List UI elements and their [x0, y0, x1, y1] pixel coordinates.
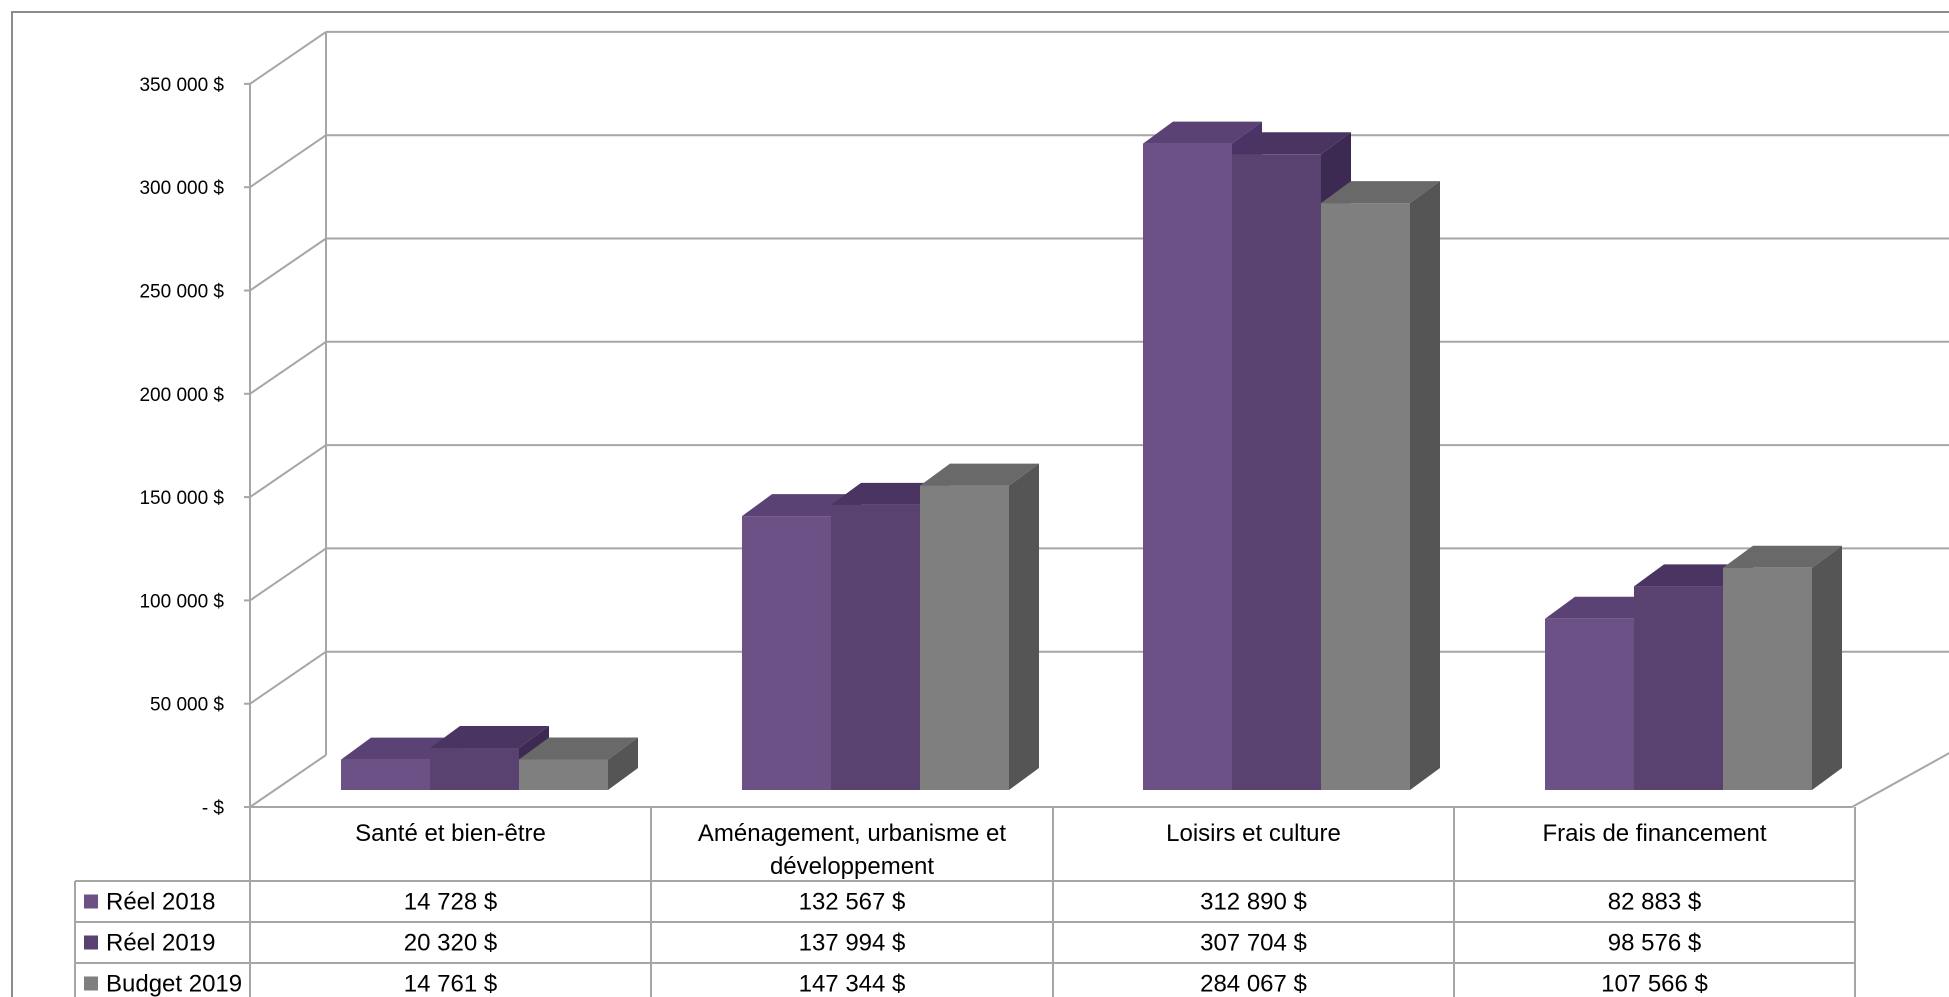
bar-front: [1321, 203, 1410, 791]
category-label: Santé et bien-être: [355, 820, 546, 847]
bar-top: [1321, 181, 1440, 204]
data-label: 147 344 $: [799, 971, 906, 997]
wall-gridline-diagonal: [249, 340, 327, 395]
bar-side: [1812, 545, 1842, 790]
bar-front: [519, 759, 608, 790]
wall-gridline-diagonal: [249, 754, 327, 808]
wall-gridline-diagonal: [249, 547, 327, 602]
bar: [1723, 545, 1842, 790]
data-label: 312 890 $: [1200, 889, 1307, 916]
y-tick-label: 50 000 $: [150, 695, 224, 716]
data-label: 137 994 $: [799, 930, 906, 957]
bar: [519, 737, 638, 790]
bars: [341, 121, 1842, 791]
bar-front: [920, 485, 1009, 790]
category-label: développement: [770, 853, 934, 880]
bar-top: [1143, 121, 1262, 144]
y-tick-label: 300 000 $: [139, 178, 224, 199]
bar-side: [608, 737, 638, 790]
category-label: Loisirs et culture: [1166, 820, 1341, 847]
bar-top: [1723, 545, 1842, 568]
series-name: Réel 2018: [106, 889, 215, 916]
bar-front: [341, 759, 430, 790]
bar-front: [1143, 143, 1232, 790]
wall-gridline-diagonal: [249, 134, 327, 189]
y-tick-label: 100 000 $: [139, 591, 224, 612]
y-tick-label: 250 000 $: [139, 282, 224, 303]
bar-front: [831, 504, 920, 790]
series-name: Réel 2019: [106, 930, 215, 957]
series-name: Budget 2019: [106, 971, 242, 997]
data-label: 107 566 $: [1601, 971, 1708, 997]
legend-swatch: [84, 935, 98, 950]
data-label: 132 567 $: [799, 889, 906, 916]
data-label: 14 728 $: [404, 889, 497, 916]
y-tick-label: - $: [202, 798, 225, 819]
data-table: Santé et bien-être Aménagement, urbanisme…: [74, 807, 1856, 997]
y-tick-label: 200 000 $: [139, 385, 224, 406]
bar-front: [1545, 618, 1634, 790]
bar-top: [430, 726, 549, 749]
category-label: Frais de financement: [1542, 820, 1766, 847]
wall-gridline-diagonal: [249, 650, 327, 705]
data-label: 20 320 $: [404, 930, 497, 957]
y-axis-tick-labels: - $ 50 000 $ 100 000 $ 150 000 $ 200 000 $ 25…: [139, 75, 224, 819]
y-tick-label: 350 000 $: [139, 75, 224, 96]
bar-front: [1634, 586, 1723, 790]
data-label: 14 761 $: [404, 971, 497, 997]
bar: [1321, 181, 1440, 791]
data-label: 98 576 $: [1608, 930, 1701, 957]
bar-front: [1723, 567, 1812, 790]
category-label: Aménagement, urbanisme et: [698, 820, 1007, 847]
bar-top: [519, 737, 638, 760]
y-tick-label: 150 000 $: [139, 488, 224, 509]
bar-top: [1232, 132, 1351, 155]
bar-side: [1410, 181, 1440, 791]
data-label: 284 067 $: [1200, 971, 1307, 997]
bar-side: [1009, 463, 1039, 790]
bar: [920, 463, 1039, 790]
bar-front: [1232, 154, 1321, 790]
wall-gridline-diagonal: [249, 237, 327, 292]
bar-front: [430, 748, 519, 790]
wall-gridline-diagonal: [249, 444, 327, 498]
data-label: 307 704 $: [1200, 930, 1307, 957]
legend-swatch: [84, 976, 98, 991]
bar-front: [742, 516, 831, 790]
wall-gridline-diagonal: [249, 31, 327, 85]
legend-swatch: [84, 894, 98, 909]
data-label: 82 883 $: [1608, 889, 1701, 916]
floor-outline: [250, 752, 1949, 808]
bar-top: [920, 463, 1039, 486]
chart-border: [11, 11, 1949, 997]
